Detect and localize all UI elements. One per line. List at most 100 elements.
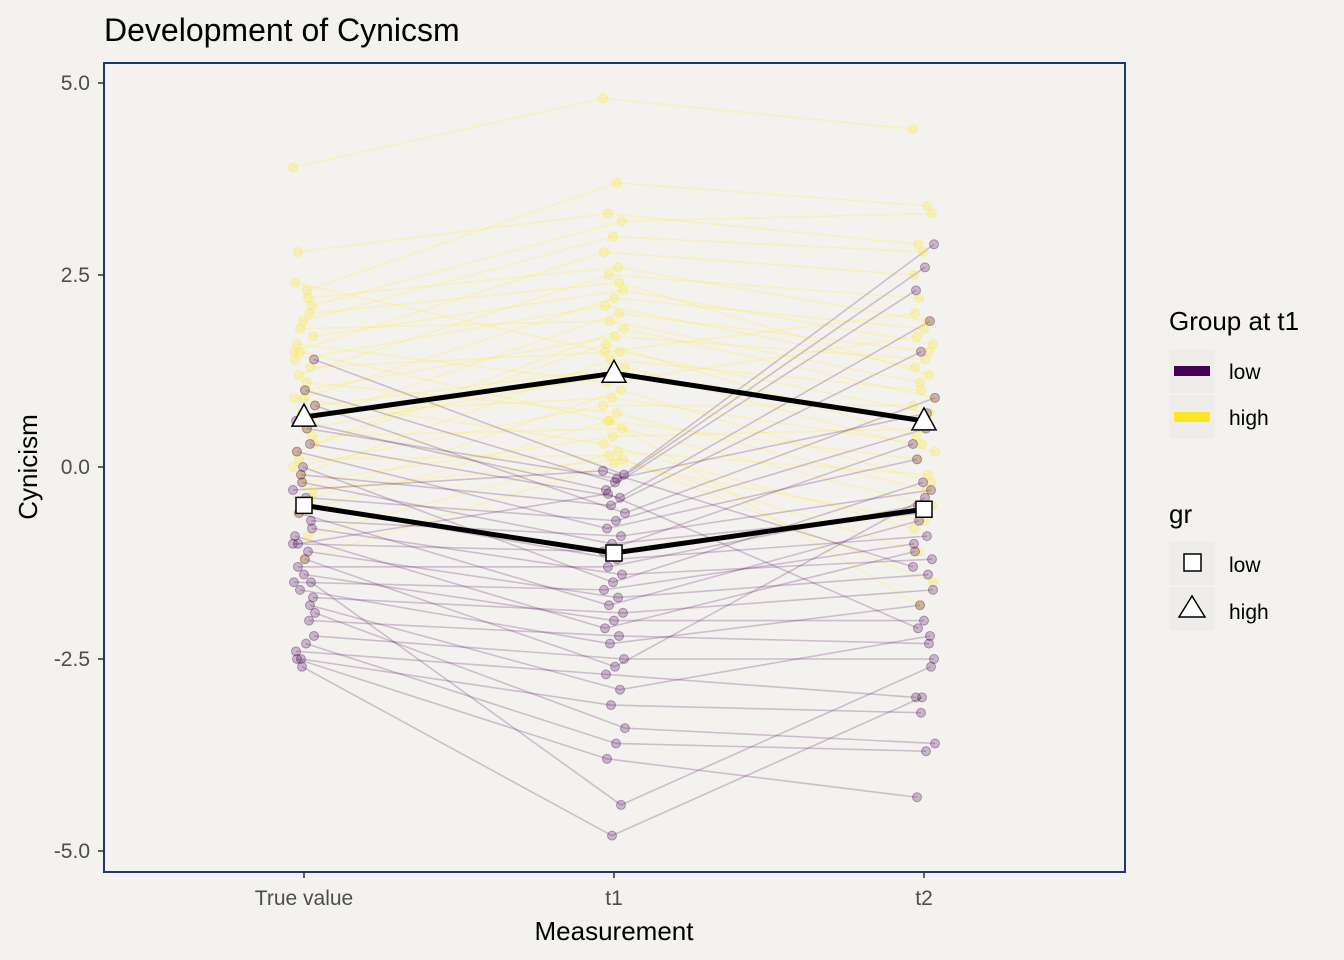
- trajectory-point-high: [920, 354, 930, 365]
- trajectory-point-high: [613, 262, 623, 273]
- trajectory-point-high: [609, 458, 619, 469]
- y-tick-label: -2.5: [54, 648, 90, 671]
- trajectory-point-high: [928, 577, 938, 588]
- trajectory-point-low: [610, 661, 620, 672]
- trajectory-point-high: [617, 423, 627, 434]
- trajectory-point-low: [301, 638, 311, 649]
- trajectory-line-high: [292, 97, 914, 169]
- trajectory-point-high: [927, 208, 937, 219]
- y-axis-title: Cynicism: [13, 414, 43, 519]
- trajectory-point-low: [930, 738, 940, 749]
- trajectory-point-low: [306, 515, 316, 526]
- trajectory-point-low: [297, 661, 307, 672]
- trajectory-point-low: [919, 615, 929, 626]
- trajectory-line-low: [292, 470, 914, 568]
- trajectory-point-high: [604, 450, 614, 461]
- trajectory-point-high: [915, 377, 925, 388]
- trajectory-point-low: [303, 546, 313, 557]
- trajectory-point-low: [908, 438, 918, 449]
- trajectory-point-low: [926, 661, 936, 672]
- trajectory-point-low: [611, 738, 621, 749]
- plot-panel: [103, 62, 1126, 873]
- trajectory-point-high: [928, 339, 938, 350]
- trajectory-point-low: [607, 830, 617, 841]
- trajectory-line-high: [294, 281, 916, 353]
- trajectory-point-high: [303, 531, 313, 542]
- trajectory-line-low: [300, 658, 922, 714]
- trajectory-point-low: [606, 700, 616, 711]
- trajectory-point-low: [921, 746, 931, 757]
- trajectory-line-low: [295, 289, 917, 491]
- trajectory-point-low: [615, 492, 625, 503]
- trajectory-point-low: [598, 465, 608, 476]
- trajectory-line-low: [303, 573, 924, 622]
- trajectory-point-low: [304, 615, 314, 626]
- trajectory-line-low: [310, 489, 932, 537]
- trajectory-line-low: [296, 450, 918, 530]
- trajectory-point-high: [601, 339, 611, 350]
- trajectory-line-high: [293, 251, 915, 353]
- trajectory-point-high: [599, 246, 609, 257]
- trajectory-line-high: [299, 320, 921, 384]
- trajectory-line-low: [313, 243, 935, 476]
- trajectory-point-high: [916, 385, 926, 396]
- trajectory-point-high: [922, 485, 932, 496]
- trajectory-point-low: [617, 569, 627, 580]
- trajectory-point-low: [929, 239, 939, 250]
- trajectory-point-high: [619, 323, 629, 334]
- trajectory-line-low: [295, 650, 917, 699]
- trajectory-point-high: [307, 431, 317, 442]
- trajectory-point-low: [616, 799, 626, 810]
- individual-trajectory-lines: [292, 97, 936, 837]
- trajectory-line-low: [304, 497, 926, 668]
- trajectory-line-high: [301, 397, 923, 445]
- trajectory-point-high: [288, 162, 298, 173]
- trajectory-point-low: [289, 577, 299, 588]
- trajectory-point-low: [299, 569, 309, 580]
- trajectory-point-high: [924, 369, 934, 380]
- trajectory-point-high: [299, 554, 309, 565]
- trajectory-point-low: [602, 523, 612, 534]
- trajectory-line-high: [300, 358, 922, 476]
- trajectory-point-high: [616, 385, 626, 396]
- trajectory-line-high: [298, 454, 920, 553]
- x-tick-label: t2: [915, 887, 933, 910]
- y-axis: 5.0 2.5 0.0 -2.5 -5.0: [54, 72, 104, 863]
- group-mean-markers: [290, 358, 938, 562]
- trajectory-line-high: [306, 381, 928, 491]
- trajectory-point-low: [925, 316, 935, 327]
- shape-legend-title: gr: [1169, 499, 1192, 529]
- trajectory-point-low: [916, 707, 926, 718]
- trajectory-line-high: [304, 335, 926, 391]
- trajectory-line-high: [298, 274, 920, 376]
- legend-label-square: low: [1229, 554, 1261, 577]
- trajectory-point-high: [604, 270, 614, 280]
- trajectory-point-high: [613, 446, 623, 457]
- mean-marker-high: [600, 358, 628, 384]
- trajectory-line-low: [297, 493, 919, 630]
- legend-triangle-icon: [1177, 594, 1207, 618]
- trajectory-line-low: [296, 658, 918, 799]
- y-tick-label: 0.0: [61, 456, 90, 479]
- trajectory-point-high: [603, 415, 613, 426]
- trajectory-point-low: [296, 469, 306, 480]
- trajectory-point-high: [293, 246, 303, 257]
- trajectory-point-low: [918, 477, 928, 488]
- trajectory-point-low: [618, 607, 628, 618]
- trajectory-point-high: [302, 285, 312, 296]
- trajectory-point-low: [291, 646, 301, 657]
- trajectory-point-low: [297, 477, 307, 488]
- trajectory-point-high: [612, 177, 622, 188]
- mean-marker-high: [290, 402, 318, 427]
- trajectory-point-low: [608, 577, 618, 588]
- trajectory-point-high: [615, 346, 625, 357]
- trajectory-point-high: [302, 377, 312, 388]
- trajectory-point-low: [915, 600, 925, 611]
- color-legend: Group at t1 low high: [1169, 306, 1299, 439]
- trajectory-point-low: [300, 554, 310, 565]
- trajectory-point-high: [300, 385, 310, 396]
- trajectory-line-high: [302, 235, 924, 322]
- legend-square-icon: [1183, 553, 1202, 572]
- trajectory-point-low: [290, 531, 300, 542]
- trajectory-point-high: [924, 346, 934, 357]
